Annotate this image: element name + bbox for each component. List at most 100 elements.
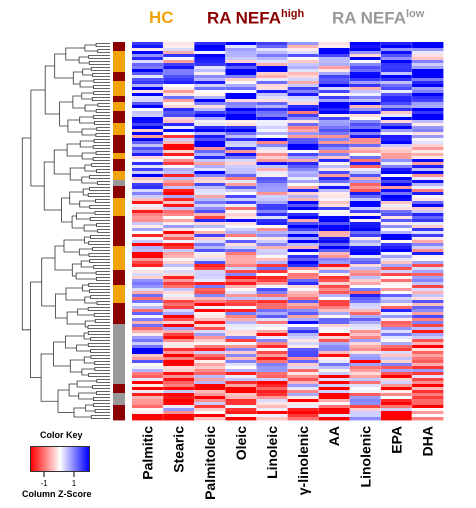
heatmap-cell [287, 69, 319, 73]
heatmap-cell [318, 45, 351, 49]
heatmap-cell [380, 225, 413, 229]
heatmap-cell [287, 51, 319, 55]
heatmap-cell [256, 396, 288, 400]
heatmap-cell [380, 78, 413, 82]
heatmap-cell [225, 354, 257, 358]
heatmap-cell [256, 120, 288, 124]
heatmap-cell [411, 291, 444, 295]
heatmap-cell [411, 45, 444, 49]
heatmap-cell [411, 417, 444, 421]
heatmap-cell [225, 300, 257, 304]
heatmap-cell [318, 306, 351, 310]
heatmap-cell [163, 93, 195, 97]
heatmap-cell [194, 246, 226, 250]
dendrogram-branch [78, 56, 90, 64]
heatmap-cell [318, 405, 351, 409]
heatmap-cell [411, 132, 444, 136]
heatmap-cell [287, 87, 319, 91]
heatmap-cell [411, 381, 444, 385]
heatmap-cell [380, 222, 413, 226]
heatmap-cell [225, 63, 257, 67]
heatmap-cell [380, 414, 413, 418]
dendrogram-branch [93, 91, 110, 95]
heatmap-cell [256, 111, 288, 115]
heatmap-cell [163, 267, 195, 271]
heatmap-cell [380, 189, 413, 193]
row-side-cell [113, 399, 125, 403]
heatmap-cell [132, 189, 164, 193]
heatmap-cell [318, 270, 351, 274]
heatmap-cell [380, 378, 413, 382]
row-side-cell [113, 87, 125, 91]
heatmap-cell [132, 111, 164, 115]
heatmap-cell [318, 114, 351, 118]
heatmap-cell [132, 381, 164, 385]
heatmap-cell [411, 399, 444, 403]
heatmap-cell [256, 165, 288, 169]
heatmap-cell [163, 249, 195, 253]
heatmap-cell [132, 102, 164, 106]
heatmap-cell [287, 180, 319, 184]
heatmap-cell [132, 66, 164, 70]
row-side-cell [113, 60, 125, 64]
row-side-cell [113, 282, 125, 286]
heatmap-cell [318, 84, 351, 88]
heatmap-cell [194, 225, 226, 229]
dendrogram-branch [79, 80, 94, 88]
heatmap-cell [163, 399, 195, 403]
heatmap-cell [318, 165, 351, 169]
heatmap-cell [194, 126, 226, 130]
heatmap-cell [287, 234, 319, 238]
heatmap-cell [411, 318, 444, 322]
heatmap-cell [194, 405, 226, 409]
row-side-cell [113, 105, 125, 109]
heatmap-cell [225, 186, 257, 190]
dendrogram-branch [88, 253, 110, 257]
heatmap-cell [225, 336, 257, 340]
heatmap-cell [163, 69, 195, 73]
heatmap-cell [380, 75, 413, 79]
group-title-ra-nefa-low-text: RA NEFA [332, 8, 406, 28]
heatmap-cell [349, 177, 382, 181]
dendrogram-branch [94, 319, 110, 323]
heatmap-cell [194, 408, 226, 412]
heatmap-cell [318, 258, 351, 262]
heatmap-cell [163, 114, 195, 118]
heatmap-cell [349, 261, 382, 265]
row-side-cell [113, 246, 125, 250]
heatmap-cell [349, 297, 382, 301]
heatmap-cell [163, 117, 195, 121]
heatmap-cell [163, 90, 195, 94]
heatmap-cell [194, 42, 226, 46]
heatmap-cell [256, 138, 288, 142]
heatmap-cell [225, 192, 257, 196]
heatmap-cell [411, 411, 444, 415]
heatmap-cell [132, 42, 164, 46]
heatmap-cell [287, 324, 319, 328]
dendrogram-branch [97, 229, 110, 233]
dendrogram-branch [96, 277, 110, 281]
heatmap-cell [411, 63, 444, 67]
heatmap-cell [194, 201, 226, 205]
heatmap-cell [318, 108, 351, 112]
heatmap-cell [318, 369, 351, 373]
heatmap-cell [225, 297, 257, 301]
heatmap-cell [380, 180, 413, 184]
heatmap-cell [411, 111, 444, 115]
row-side-cell [113, 363, 125, 367]
heatmap-cell [194, 327, 226, 331]
heatmap-cell [380, 198, 413, 202]
heatmap-cell [411, 105, 444, 109]
heatmap-cell [132, 399, 164, 403]
heatmap-cell [380, 141, 413, 145]
heatmap-cell [318, 90, 351, 94]
heatmap-cell [411, 276, 444, 280]
dendrogram-branch [88, 55, 110, 59]
heatmap-cell [411, 267, 444, 271]
heatmap-cell [318, 69, 351, 73]
heatmap-cell [132, 132, 164, 136]
heatmap-cell [163, 378, 195, 382]
heatmap-cell [411, 75, 444, 79]
